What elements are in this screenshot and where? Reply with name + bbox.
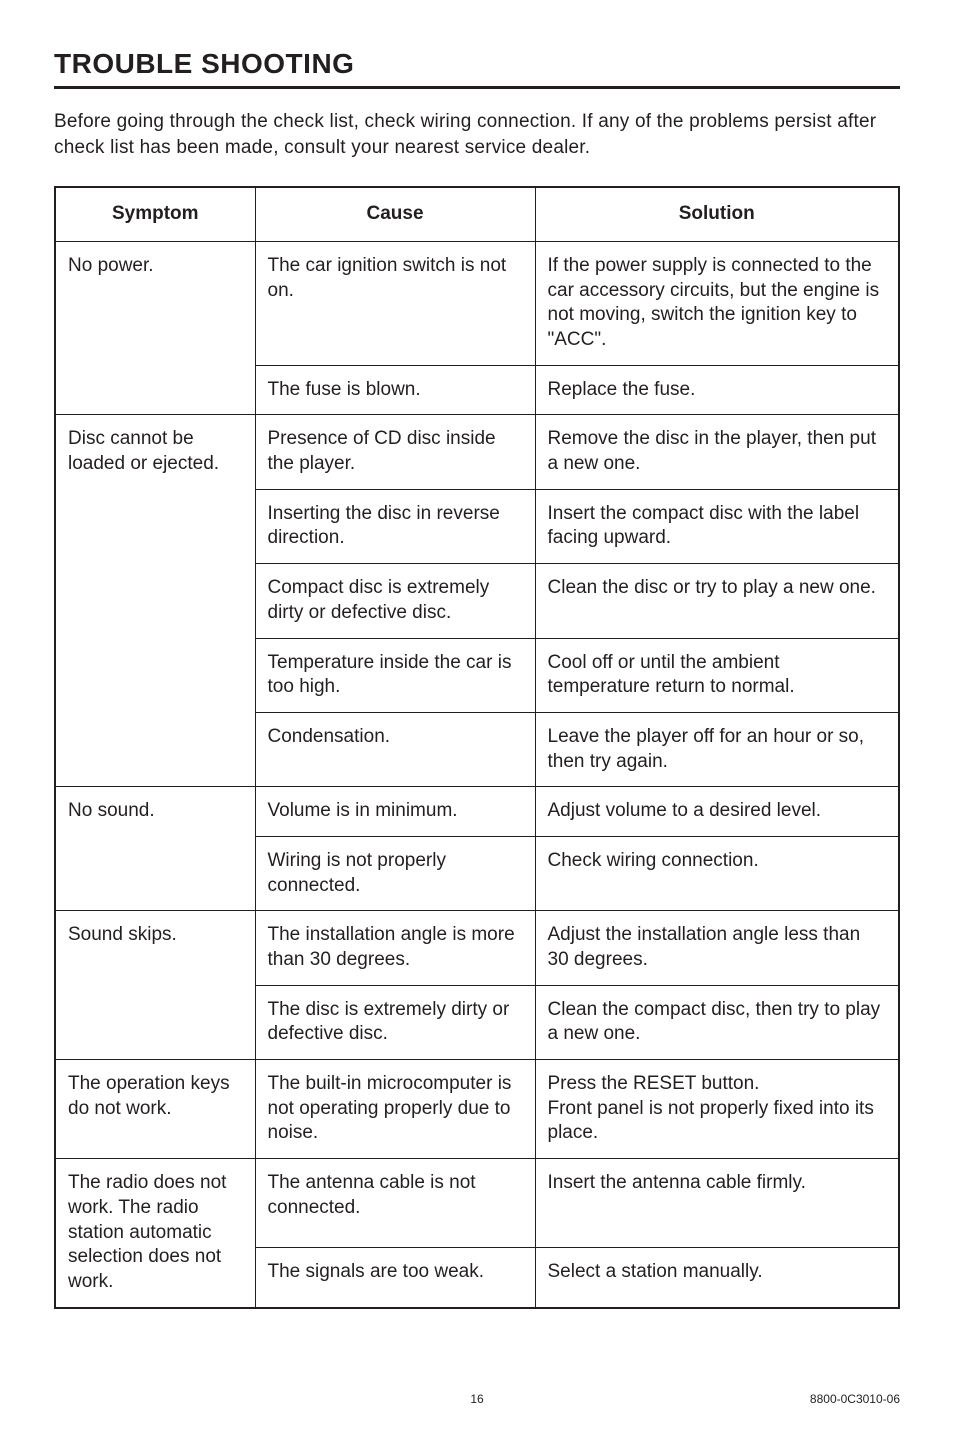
cause-cell: The disc is extremely dirty or defective… — [255, 985, 535, 1059]
cause-cell: Compact disc is extremely dirty or defec… — [255, 564, 535, 638]
table-header-row: Symptom Cause Solution — [55, 187, 899, 241]
cause-cell: The car ignition switch is not on. — [255, 241, 535, 365]
solution-cell: Cool off or until the ambient temperatur… — [535, 638, 899, 712]
symptom-cell: No power. — [55, 241, 255, 414]
table-row: No power.The car ignition switch is not … — [55, 241, 899, 365]
cause-cell: Inserting the disc in reverse direction. — [255, 489, 535, 563]
page-footer: 16 8800-0C3010-06 — [54, 1392, 900, 1406]
cause-cell: The signals are too weak. — [255, 1248, 535, 1308]
cause-cell: Condensation. — [255, 712, 535, 786]
title-rule — [54, 86, 900, 89]
symptom-cell: The operation keys do not work. — [55, 1060, 255, 1159]
cause-cell: Wiring is not properly connected. — [255, 836, 535, 910]
symptom-cell: The radio does not work. The radio stati… — [55, 1159, 255, 1308]
cause-cell: Volume is in minimum. — [255, 787, 535, 837]
table-row: The radio does not work. The radio stati… — [55, 1159, 899, 1248]
symptom-cell: Disc cannot be loaded or ejected. — [55, 415, 255, 787]
cause-cell: Presence of CD disc inside the player. — [255, 415, 535, 489]
header-solution: Solution — [535, 187, 899, 241]
header-cause: Cause — [255, 187, 535, 241]
solution-cell: Adjust volume to a desired level. — [535, 787, 899, 837]
cause-cell: The installation angle is more than 30 d… — [255, 911, 535, 985]
cause-cell: The built-in microcomputer is not operat… — [255, 1060, 535, 1159]
symptom-cell: Sound skips. — [55, 911, 255, 1060]
solution-cell: Clean the disc or try to play a new one. — [535, 564, 899, 638]
cause-cell: Temperature inside the car is too high. — [255, 638, 535, 712]
cause-cell: The antenna cable is not connected. — [255, 1159, 535, 1248]
page-number: 16 — [470, 1392, 483, 1406]
doc-number: 8800-0C3010-06 — [810, 1392, 900, 1406]
table-row: Sound skips.The installation angle is mo… — [55, 911, 899, 985]
solution-cell: Remove the disc in the player, then put … — [535, 415, 899, 489]
solution-cell: Adjust the installation angle less than … — [535, 911, 899, 985]
table-row: The operation keys do not work.The built… — [55, 1060, 899, 1159]
solution-cell: If the power supply is connected to the … — [535, 241, 899, 365]
solution-cell: Leave the player off for an hour or so, … — [535, 712, 899, 786]
table-row: Disc cannot be loaded or ejected.Presenc… — [55, 415, 899, 489]
header-symptom: Symptom — [55, 187, 255, 241]
solution-cell: Insert the antenna cable firmly. — [535, 1159, 899, 1248]
table-row: No sound.Volume is in minimum.Adjust vol… — [55, 787, 899, 837]
solution-cell: Check wiring connection. — [535, 836, 899, 910]
symptom-cell: No sound. — [55, 787, 255, 911]
solution-cell: Select a station manually. — [535, 1248, 899, 1308]
solution-cell: Insert the compact disc with the label f… — [535, 489, 899, 563]
solution-cell: Press the RESET button.Front panel is no… — [535, 1060, 899, 1159]
page-title: TROUBLE SHOOTING — [54, 48, 900, 80]
solution-cell: Replace the fuse. — [535, 365, 899, 415]
intro-text: Before going through the check list, che… — [54, 109, 900, 160]
troubleshooting-table: Symptom Cause Solution No power.The car … — [54, 186, 900, 1308]
solution-cell: Clean the compact disc, then try to play… — [535, 985, 899, 1059]
cause-cell: The fuse is blown. — [255, 365, 535, 415]
